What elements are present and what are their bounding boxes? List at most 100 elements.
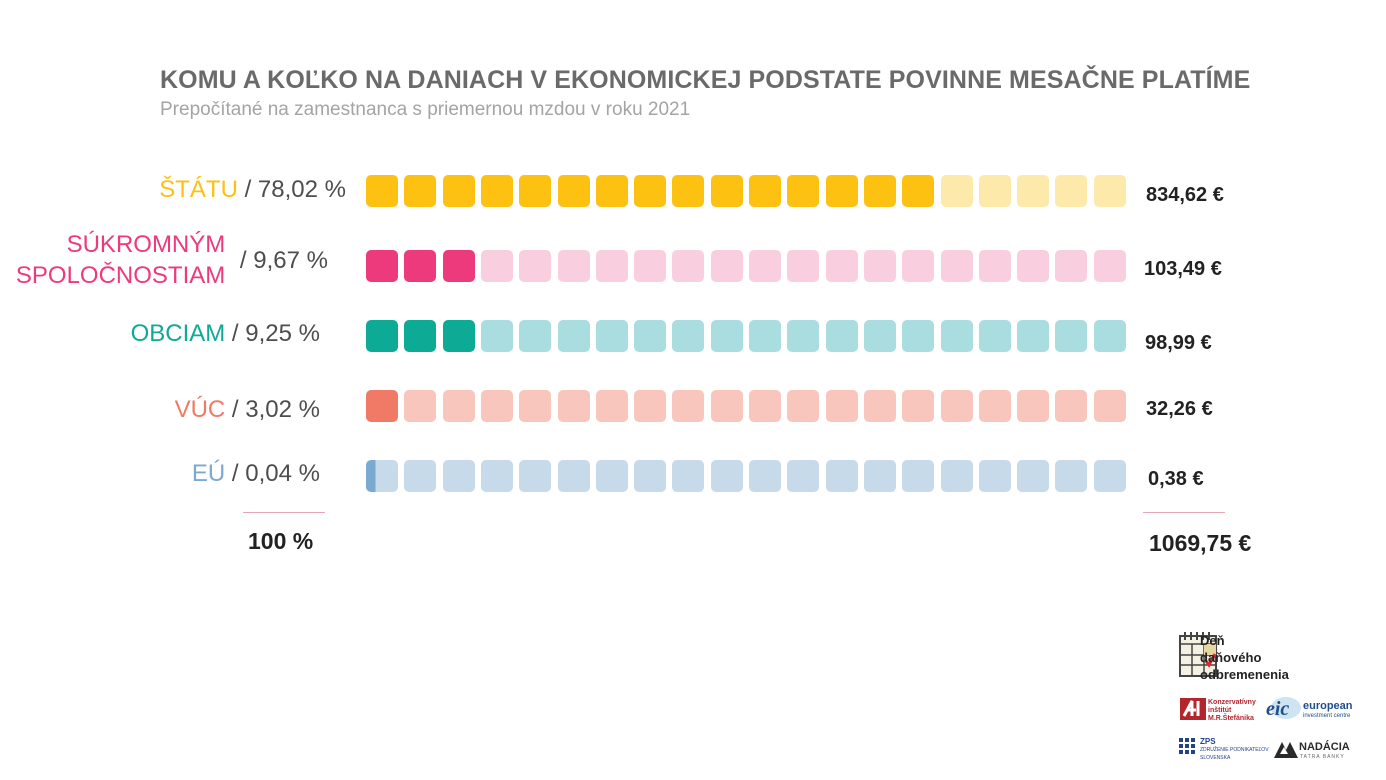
waffle-square	[557, 460, 590, 492]
percent-label: / 3,02 %	[225, 396, 320, 423]
eic-line-2: investment centre	[1303, 713, 1351, 719]
waffle-square	[480, 460, 513, 492]
ddo-line-3: odbremenenia	[1200, 667, 1289, 682]
waffle-square	[1017, 390, 1050, 422]
waffle-square	[672, 390, 705, 422]
waffle-square	[749, 175, 781, 207]
waffle-square	[404, 320, 437, 352]
category-name: VÚC	[175, 396, 226, 423]
waffle-square	[710, 250, 743, 282]
waffle-square	[1093, 250, 1126, 282]
waffle-square	[749, 250, 781, 282]
waffle-square	[672, 320, 705, 352]
waffle-square	[710, 320, 743, 352]
kimrs-logo	[1180, 698, 1206, 725]
total-percent: 100 %	[248, 528, 314, 554]
waffle-square	[595, 320, 628, 352]
waffle-square	[366, 320, 398, 352]
percent-label: / 9,67 %	[233, 246, 328, 274]
waffle-square	[634, 390, 667, 422]
waffle-square	[902, 175, 935, 207]
waffle-square	[787, 390, 820, 422]
row-label: ŠTÁTU / 78,02 %	[159, 176, 346, 204]
waffle-square	[1017, 175, 1050, 207]
category-line: SPOLOČNOSTIAM	[15, 262, 226, 289]
eic-mark: eic	[1266, 698, 1290, 720]
waffle-square	[366, 250, 398, 282]
waffle-square	[404, 460, 437, 492]
category-name: SÚKROMNÝM SPOLOČNOSTIAM	[16, 229, 225, 291]
kimrs-line-2: inštitút	[1208, 707, 1232, 714]
kimrs-icon	[1180, 698, 1206, 720]
zps-line-2: ZDRUŽENIE PODNIKATEĽOV	[1200, 747, 1269, 753]
waffle-square	[749, 320, 781, 352]
waffle-square	[519, 250, 552, 282]
row-label: SÚKROMNÝM SPOLOČNOSTIAM / 9,67 %	[16, 229, 328, 291]
total-amount: 1069,75 €	[1149, 530, 1252, 556]
waffle-square	[557, 390, 590, 422]
ddo-line-2: daňového	[1200, 650, 1262, 665]
ddo-line-1: Deň	[1200, 633, 1225, 648]
waffle-square	[863, 175, 896, 207]
waffle-square	[557, 320, 590, 352]
waffle-square	[442, 460, 475, 492]
waffle-square	[902, 460, 935, 492]
kimrs-text: Konzervatívny inštitút M.R.Štefánika	[1208, 699, 1256, 723]
waffle-square	[863, 250, 896, 282]
waffle-square	[978, 320, 1011, 352]
waffle-square	[863, 390, 896, 422]
waffle-square	[825, 175, 858, 207]
nadacia-logo	[1274, 740, 1298, 763]
right-total-rule	[1143, 512, 1225, 513]
amount-label: 32,26 €	[1146, 398, 1213, 420]
waffle-square	[595, 175, 628, 207]
waffle-square	[787, 460, 820, 492]
waffle-square	[519, 175, 552, 207]
left-total-rule	[243, 512, 325, 513]
waffle-square	[519, 320, 552, 352]
row-label: EÚ / 0,04 %	[192, 460, 320, 488]
waffle-square	[480, 175, 513, 207]
waffle-square	[366, 460, 398, 492]
waffle-square	[404, 175, 437, 207]
waffle-square	[902, 390, 935, 422]
waffle-square	[1017, 320, 1050, 352]
waffle-square	[940, 390, 973, 422]
amount-label: 103,49 €	[1144, 258, 1222, 280]
waffle-square	[940, 175, 973, 207]
waffle-square	[1093, 390, 1126, 422]
category-name: EÚ	[192, 460, 225, 487]
waffle-square	[863, 320, 896, 352]
waffle-square	[1017, 250, 1050, 282]
waffle-square	[978, 175, 1011, 207]
waffle-square	[519, 390, 552, 422]
ddo-logo-text: Deň daňového odbremenenia	[1200, 632, 1289, 683]
nadacia-text: NADÁCIA	[1299, 741, 1350, 753]
eic-icon	[1271, 697, 1301, 719]
waffle-square	[902, 320, 935, 352]
category-name: ŠTÁTU	[159, 176, 238, 203]
waffle-square	[1093, 460, 1126, 492]
waffle-square	[480, 390, 513, 422]
category-line: OBCIAM	[130, 320, 226, 347]
waffle-square	[1055, 175, 1088, 207]
waffle-square	[1093, 320, 1126, 352]
kimrs-line-3: M.R.Štefánika	[1208, 715, 1254, 722]
waffle-square	[557, 175, 590, 207]
waffle-square	[480, 320, 513, 352]
tatra-banka-icon	[1274, 742, 1298, 758]
category-line: ŠTÁTU	[159, 176, 238, 203]
amount-label: 98,99 €	[1145, 332, 1212, 354]
zps-text: ZPS ZDRUŽENIE PODNIKATEĽOV SLOVENSKA	[1200, 738, 1269, 762]
amount-label: 834,62 €	[1146, 184, 1224, 206]
waffle-square	[442, 390, 475, 422]
waffle-square	[710, 460, 743, 492]
waffle-square	[978, 460, 1011, 492]
waffle-square	[672, 250, 705, 282]
nadacia-sub: TATRA BANKY	[1300, 754, 1345, 760]
waffle-square	[595, 460, 628, 492]
kimrs-line-1: Konzervatívny	[1208, 699, 1256, 706]
waffle-square	[1055, 460, 1088, 492]
waffle-square	[749, 460, 781, 492]
percent-label: / 9,25 %	[225, 320, 320, 347]
